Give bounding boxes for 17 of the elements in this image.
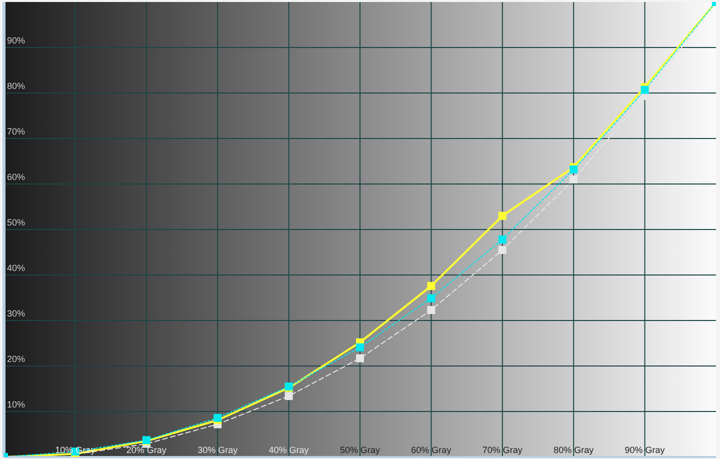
y-tick-label: 80% (7, 81, 26, 91)
y-tick-label: 30% (7, 308, 26, 318)
x-tick-label: 70% Gray (482, 445, 523, 455)
y-tick-label: 90% (7, 36, 26, 46)
y-tick-label: 50% (7, 218, 26, 228)
x-tick-label: 20% Gray (126, 445, 167, 455)
x-tick-label: 40% Gray (268, 445, 310, 455)
x-tick-label: 50% Gray (340, 445, 380, 455)
x-tick-label: 30% Gray (198, 445, 238, 455)
y-tick-label: 60% (7, 172, 26, 182)
y-tick-label: 20% (7, 354, 26, 364)
y-tick-label: 70% (7, 126, 26, 136)
y-tick-label: 40% (7, 263, 26, 273)
x-tick-label: 90% Gray (624, 445, 666, 455)
x-tick-label: 60% Gray (411, 445, 452, 455)
x-tick-label: 80% Gray (554, 445, 594, 455)
y-tick-label: 10% (7, 400, 26, 410)
